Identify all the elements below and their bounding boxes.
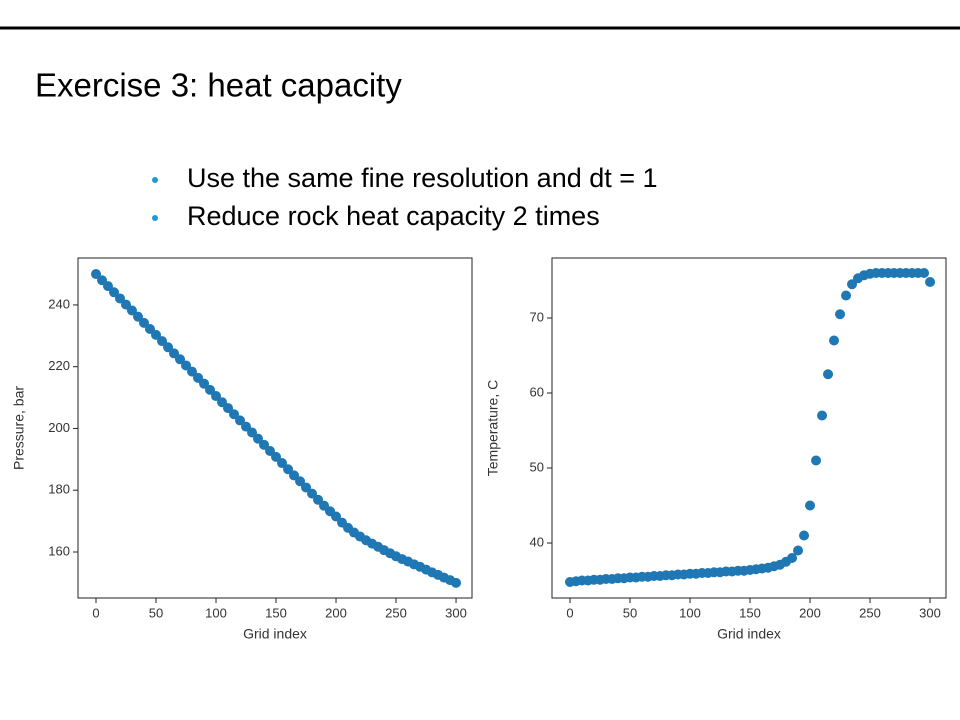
data-point (109, 287, 120, 298)
data-point (331, 511, 342, 522)
data-point (247, 427, 258, 438)
y-tick-label: 40 (530, 534, 544, 549)
y-axis-label: Temperature, C (485, 380, 501, 476)
x-tick-label: 150 (265, 605, 287, 620)
x-tick-label: 250 (385, 605, 407, 620)
data-point (115, 293, 126, 304)
x-tick-label: 50 (149, 605, 163, 620)
data-point (157, 336, 168, 347)
x-tick-label: 50 (623, 605, 637, 620)
y-tick-label: 70 (530, 309, 544, 324)
y-tick-label: 200 (48, 420, 70, 435)
data-point (451, 577, 462, 588)
y-tick-label: 60 (530, 384, 544, 399)
x-tick-label: 200 (325, 605, 347, 620)
x-tick-label: 200 (799, 605, 821, 620)
data-point (211, 391, 222, 402)
x-tick-label: 300 (919, 605, 941, 620)
data-point (151, 329, 162, 340)
x-tick-label: 0 (92, 605, 99, 620)
data-point (817, 410, 828, 421)
data-point (841, 290, 852, 301)
plot-frame (551, 257, 947, 599)
data-point (271, 451, 282, 462)
slide-title: Exercise 3: heat capacity (35, 67, 402, 104)
y-tick-label: 240 (48, 296, 70, 311)
data-point (133, 311, 144, 322)
x-tick-label: 100 (679, 605, 701, 620)
bullet-dot (152, 177, 158, 183)
bullet-dot (152, 215, 158, 221)
data-point (835, 309, 846, 320)
data-point (283, 464, 294, 475)
data-point (823, 369, 834, 380)
data-point (805, 500, 816, 511)
data-point (301, 482, 312, 493)
data-point (223, 403, 234, 414)
data-point (799, 530, 810, 541)
data-point (103, 281, 114, 292)
y-tick-label: 220 (48, 358, 70, 373)
data-point (235, 415, 246, 426)
data-point (139, 317, 150, 328)
bullet-text: Use the same fine resolution and dt = 1 (187, 163, 658, 193)
data-point (295, 476, 306, 487)
data-point (205, 384, 216, 395)
data-point (181, 360, 192, 371)
x-tick-label: 0 (566, 605, 573, 620)
x-tick-label: 250 (859, 605, 881, 620)
y-tick-label: 160 (48, 543, 70, 558)
data-point (811, 455, 822, 466)
data-point (91, 269, 102, 280)
data-point (787, 553, 798, 564)
data-point (163, 342, 174, 353)
x-tick-label: 300 (445, 605, 467, 620)
data-point (307, 488, 318, 499)
data-point (175, 354, 186, 365)
data-point (277, 458, 288, 469)
bullet-text: Reduce rock heat capacity 2 times (187, 201, 600, 231)
y-axis-label: Pressure, bar (11, 386, 27, 470)
x-axis-label: Grid index (243, 626, 307, 642)
data-point (919, 268, 930, 279)
y-tick-label: 180 (48, 482, 70, 497)
x-tick-label: 100 (205, 605, 227, 620)
data-point (925, 277, 936, 288)
y-tick-label: 50 (530, 459, 544, 474)
data-point (793, 545, 804, 556)
data-point (253, 433, 264, 444)
data-point (259, 439, 270, 450)
data-point (229, 409, 240, 420)
data-point (829, 335, 840, 346)
data-point (199, 378, 210, 389)
x-axis-label: Grid index (717, 626, 781, 642)
data-point (187, 366, 198, 377)
x-tick-label: 150 (739, 605, 761, 620)
data-point (127, 305, 138, 316)
